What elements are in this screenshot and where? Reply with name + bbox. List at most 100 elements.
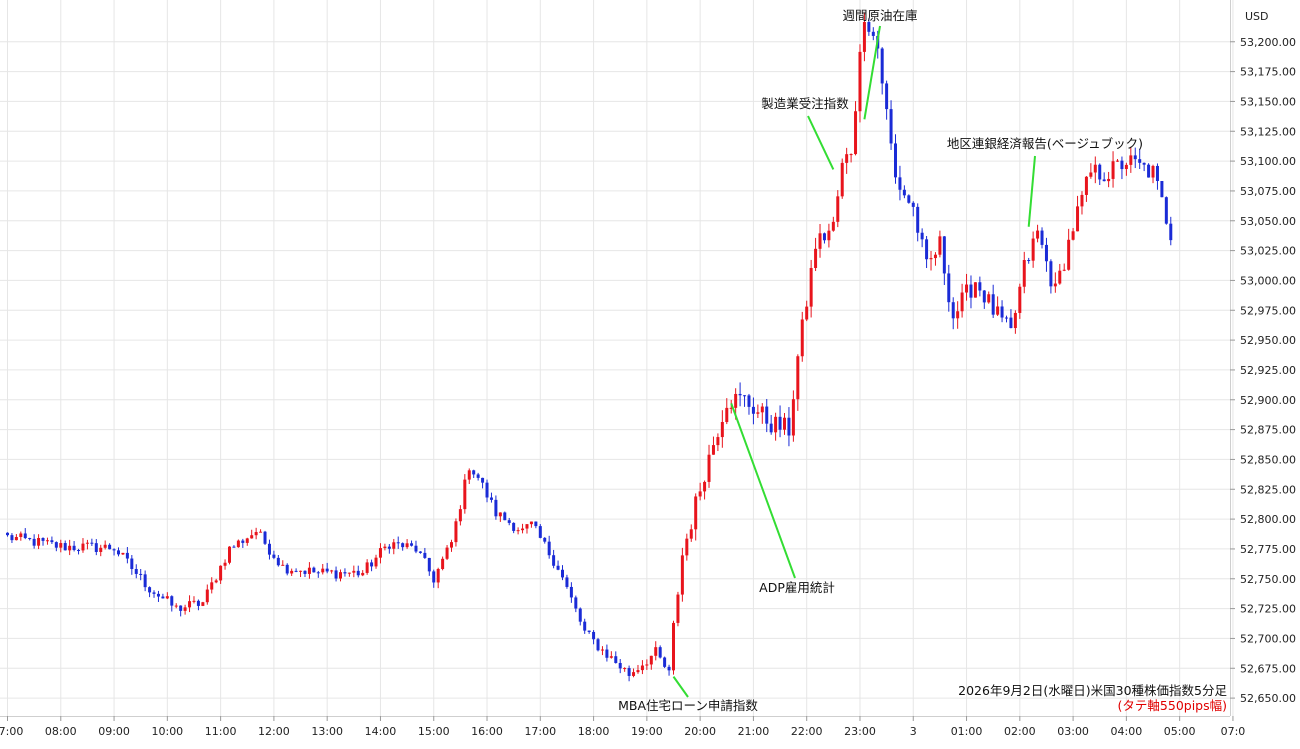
candle-body [663, 657, 667, 667]
candle-body [352, 570, 356, 573]
candle-body [862, 22, 866, 52]
annotation-leader-line [863, 25, 881, 120]
candle-body [1169, 223, 1173, 241]
candle-body [14, 537, 18, 541]
candle-body [982, 290, 986, 303]
candle-body [627, 668, 631, 676]
x-tick-label: 07:00 [0, 725, 23, 738]
candle-body [143, 574, 147, 588]
candle-body [898, 177, 902, 190]
candle-body [219, 565, 223, 581]
candle-body [414, 545, 418, 552]
x-tick-label: 05:00 [1164, 725, 1196, 738]
candle-body [800, 319, 804, 357]
candle-body [321, 568, 325, 573]
candle-body [1022, 260, 1026, 287]
candle-body [716, 437, 720, 446]
candle-body [156, 593, 160, 597]
y-tick-label: 52,775.00 [1240, 543, 1296, 556]
x-tick-label: 18:00 [578, 725, 610, 738]
candle-body [94, 543, 98, 552]
annotation-label: 地区連銀経済報告(ベージュブック) [947, 136, 1143, 151]
candle-body [632, 672, 636, 676]
candle-body [441, 558, 445, 569]
candle-body [751, 406, 755, 414]
candle-body [818, 233, 822, 249]
candle-body [592, 631, 596, 640]
annotation-leader-line [1027, 155, 1036, 227]
candle-body [836, 196, 840, 222]
candle-body [405, 543, 409, 548]
y-tick-label: 52,925.00 [1240, 364, 1296, 377]
candle-body [245, 538, 249, 543]
candle-body [1040, 230, 1044, 245]
candle-body [942, 236, 946, 274]
candle-body [148, 587, 152, 593]
candle-body [494, 499, 498, 517]
candle-body [538, 526, 542, 538]
candle-body [694, 496, 698, 530]
y-tick-label: 53,175.00 [1240, 66, 1296, 79]
candle-body [1062, 269, 1066, 271]
annotation-label: 週間原油在庫 [842, 8, 917, 23]
y-tick-label: 52,975.00 [1240, 304, 1296, 317]
candle-body [68, 545, 72, 551]
candle-body [920, 232, 924, 240]
candle-body [569, 586, 573, 598]
x-tick-label: 22:00 [791, 725, 823, 738]
candle-body [1076, 206, 1080, 232]
candle-body [1013, 312, 1017, 329]
candle-body [472, 470, 476, 475]
y-tick-label: 53,150.00 [1240, 95, 1296, 108]
candle-body [747, 395, 751, 407]
candle-body [791, 399, 795, 436]
candle-body [316, 572, 320, 574]
candle-body [1107, 178, 1111, 182]
candle-body [614, 656, 618, 663]
candle-body [427, 557, 431, 572]
candle-body [902, 189, 906, 196]
candle-body [387, 546, 391, 549]
candle-body [1151, 165, 1155, 178]
candle-body [720, 422, 724, 438]
candle-body [685, 538, 689, 556]
candle-body [516, 530, 520, 532]
candle-body [521, 528, 525, 531]
candle-body [871, 31, 875, 36]
candle-body [809, 267, 813, 307]
candle-body [1053, 283, 1057, 287]
candle-body [640, 665, 644, 671]
candle-body [343, 572, 347, 574]
x-tick-label: 23:00 [844, 725, 876, 738]
candle-body [1102, 179, 1106, 182]
candle-body [50, 540, 54, 543]
candle-body [1138, 159, 1142, 163]
candle-body [99, 547, 103, 552]
candle-body [59, 543, 63, 548]
x-tick-label: 03:00 [1057, 725, 1089, 738]
candle-body [552, 555, 556, 566]
candle-body [28, 538, 32, 540]
candle-body [1018, 286, 1022, 313]
y-tick-label: 53,100.00 [1240, 155, 1296, 168]
candle-body [117, 550, 120, 555]
candle-body [547, 541, 551, 556]
candle-body [1036, 230, 1040, 239]
candle-body [969, 284, 973, 298]
candle-body [254, 532, 258, 536]
candle-body [1005, 317, 1008, 319]
y-tick-label: 52,700.00 [1240, 632, 1296, 645]
candle-body [854, 111, 858, 155]
candle-body [1084, 176, 1088, 195]
candle-body [778, 416, 782, 430]
y-tick-label: 52,875.00 [1240, 424, 1296, 437]
candle-body [307, 567, 311, 574]
candle-body [1155, 165, 1159, 182]
candle-body [250, 535, 254, 539]
candle-body [965, 284, 969, 293]
chart-subtitle: (タテ軸550pips幅) [1118, 698, 1227, 713]
candle-series [6, 12, 1173, 682]
x-tick-label: 21:00 [738, 725, 770, 738]
candle-body [583, 621, 587, 631]
